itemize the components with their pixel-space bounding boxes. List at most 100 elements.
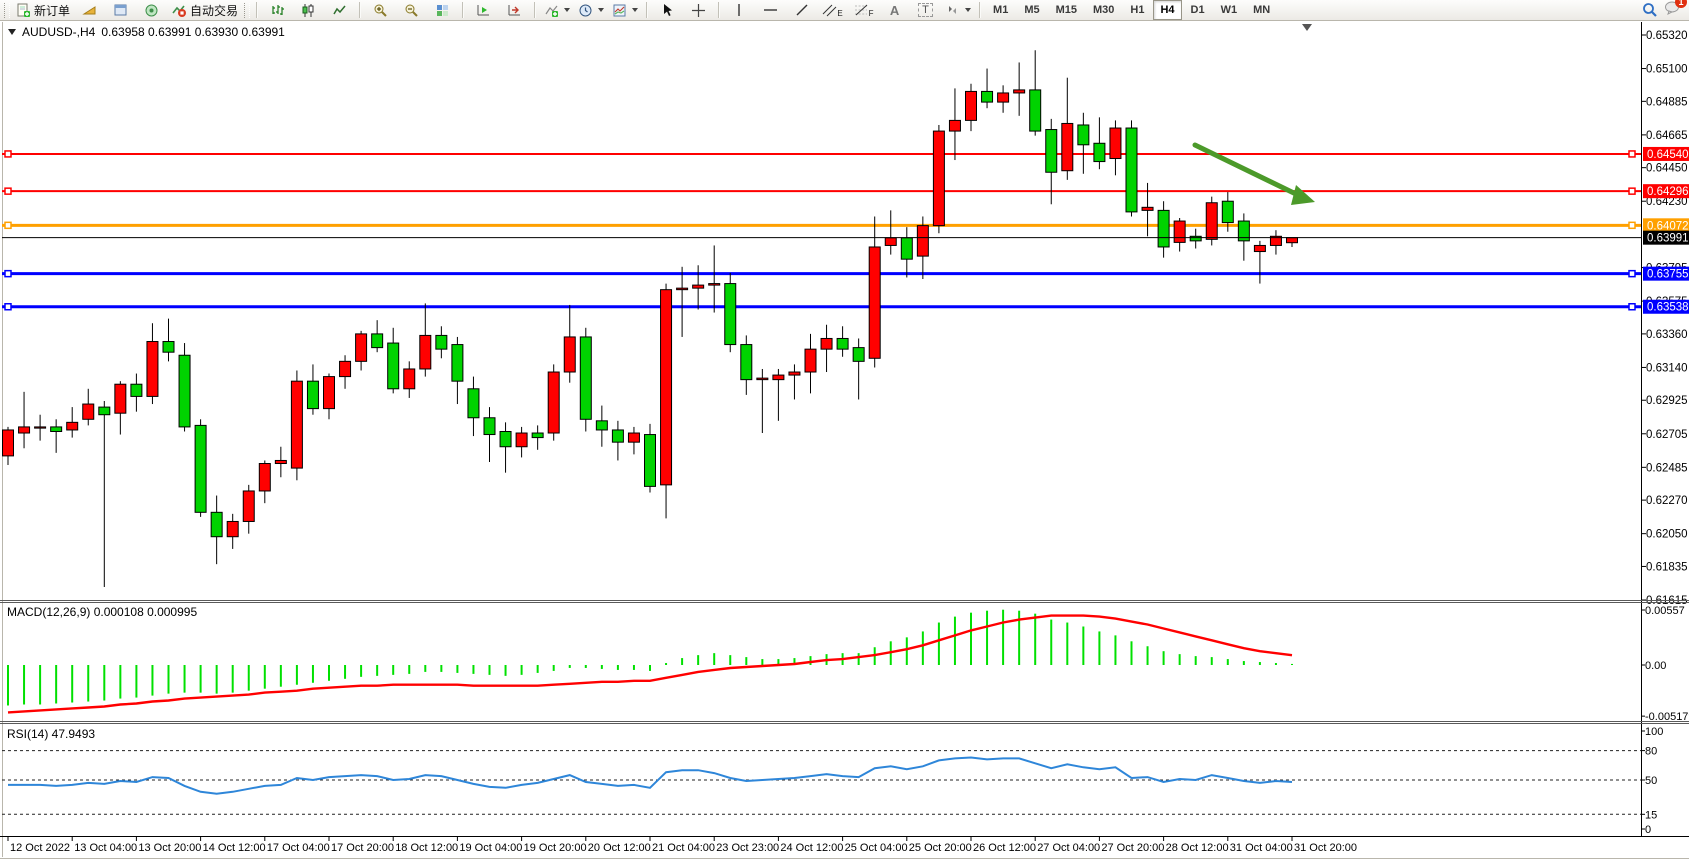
notifications-button[interactable]: 1: [1664, 0, 1687, 20]
svg-text:25 Oct 04:00: 25 Oct 04:00: [845, 842, 908, 854]
timeframe-button-MN[interactable]: MN: [1253, 4, 1271, 16]
toolbar-grip[interactable]: [4, 2, 10, 18]
svg-text:0.64885: 0.64885: [1646, 96, 1688, 108]
line-anchor-handle[interactable]: [1628, 269, 1636, 278]
zoom-out-button[interactable]: [396, 0, 427, 21]
line-anchor-handle[interactable]: [4, 302, 12, 311]
chart-shift-marker[interactable]: [1302, 24, 1312, 31]
ohlc-quote-label: 0.63958 0.63991 0.63930 0.63991: [101, 25, 285, 39]
candle-body: [868, 246, 881, 359]
candle-body: [531, 432, 544, 439]
candle-body: [226, 520, 239, 538]
timeframe-button-M5[interactable]: M5: [1024, 4, 1040, 16]
timeframe-button-D1[interactable]: D1: [1190, 4, 1205, 16]
timeframe-button-M30[interactable]: M30: [1093, 4, 1115, 16]
line-anchor-handle[interactable]: [4, 221, 12, 230]
auto-scroll-button[interactable]: [499, 0, 530, 21]
svg-text:0.63538: 0.63538: [1647, 302, 1689, 314]
candle-body: [981, 90, 994, 103]
candle-body: [419, 334, 432, 370]
date-axis[interactable]: 12 Oct 2022 13 Oct 04:00 13 Oct 20:00 14 Oc…: [7, 837, 1357, 854]
timeframe-button-M15[interactable]: M15: [1055, 4, 1077, 16]
candle-body: [98, 406, 111, 416]
candle-body: [1077, 124, 1090, 146]
autotrade-button[interactable]: 自动交易: [167, 0, 242, 21]
line-anchor-handle[interactable]: [1628, 221, 1636, 230]
svg-text:0.62050: 0.62050: [1646, 529, 1688, 541]
trend-arrow-annotation[interactable]: [1192, 142, 1315, 205]
cursor-tool-button[interactable]: [652, 0, 683, 21]
channel-icon: [823, 4, 837, 17]
svg-text:0.64665: 0.64665: [1646, 130, 1688, 142]
rsi-line: [8, 756, 1293, 795]
svg-text:0.63755: 0.63755: [1647, 269, 1689, 281]
candle-body: [1141, 206, 1154, 211]
toolbar-right-group: 1: [1642, 0, 1687, 20]
timeframe-button-H1[interactable]: H1: [1130, 4, 1145, 16]
svg-text:50: 50: [1645, 775, 1657, 787]
candle-body: [82, 403, 95, 420]
bar-chart-button[interactable]: [262, 0, 293, 21]
svg-text:0.63991: 0.63991: [1647, 233, 1689, 245]
candle-body: [1253, 244, 1266, 253]
chart-shift-button[interactable]: [468, 0, 499, 21]
templates-button[interactable]: [608, 0, 642, 21]
toolbar-grip[interactable]: [244, 2, 251, 18]
data-window-button[interactable]: [105, 0, 136, 21]
svg-text:18 Oct 12:00: 18 Oct 12:00: [395, 842, 458, 854]
candle-body: [563, 336, 576, 373]
candle-body: [178, 354, 191, 428]
tile-windows-button[interactable]: [427, 0, 458, 21]
zoom-in-button[interactable]: [365, 0, 396, 21]
svg-text:28 Oct 12:00: 28 Oct 12:00: [1166, 842, 1229, 854]
channel-tool[interactable]: E: [817, 0, 848, 21]
line-anchor-handle[interactable]: [1628, 302, 1636, 311]
navigator-icon: [145, 4, 158, 16]
text-tool[interactable]: A: [879, 0, 910, 21]
candle-body: [114, 383, 127, 414]
candle-body: [306, 380, 319, 410]
candle-body: [210, 511, 223, 538]
svg-text:31 Oct 20:00: 31 Oct 20:00: [1294, 842, 1357, 854]
svg-text:0.00557: 0.00557: [1645, 605, 1685, 617]
market-watch-button[interactable]: [74, 0, 105, 21]
candle-body: [355, 333, 368, 362]
horizontal-line-tool[interactable]: [755, 0, 786, 21]
line-anchor-handle[interactable]: [4, 150, 12, 158]
search-icon[interactable]: [1642, 2, 1658, 18]
periods-button[interactable]: [574, 0, 608, 21]
line-anchor-handle[interactable]: [4, 269, 12, 278]
new-order-button[interactable]: 新订单: [12, 0, 74, 21]
line-anchor-handle[interactable]: [1628, 150, 1636, 158]
text-label-tool[interactable]: T: [910, 0, 941, 21]
trendline-tool[interactable]: [786, 0, 817, 21]
axis-line-badges: 0.64540 0.64296 0.64072 0.63755 0.63538 0.639…: [1643, 146, 1689, 314]
candle-body: [403, 368, 416, 390]
timeframe-button-H4[interactable]: H4: [1153, 0, 1182, 20]
rsi-pane-label: RSI(14) 47.9493: [7, 727, 96, 741]
line-anchor-handle[interactable]: [4, 187, 12, 195]
new-order-icon: [17, 3, 30, 17]
candlestick-chart-button[interactable]: [293, 0, 324, 21]
indicators-button[interactable]: [540, 0, 574, 21]
tile-windows-icon: [437, 4, 449, 16]
arrows-tool[interactable]: [941, 0, 975, 21]
horizontal-level-lines[interactable]: [2, 150, 1641, 311]
chart-frame: [0, 21, 1689, 859]
navigator-button[interactable]: [136, 0, 167, 21]
timeframe-button-W1[interactable]: W1: [1220, 4, 1238, 16]
line-anchor-handle[interactable]: [1628, 187, 1636, 195]
vertical-line-tool[interactable]: [724, 0, 755, 21]
svg-text:24 Oct 12:00: 24 Oct 12:00: [780, 842, 843, 854]
crosshair-tool-button[interactable]: [683, 0, 714, 21]
timeframe-button-M1[interactable]: M1: [993, 4, 1009, 16]
candle-body: [1093, 142, 1106, 163]
pane-separators[interactable]: [0, 600, 1689, 837]
line-chart-button[interactable]: [324, 0, 355, 21]
candle-body: [644, 434, 656, 487]
fibonacci-tool[interactable]: F: [848, 0, 879, 21]
symbol-dropdown-icon[interactable]: [8, 29, 16, 35]
indicators-caret-icon: [564, 8, 571, 12]
price-axis[interactable]: 0.65320 0.65100 0.64885 0.64665 0.64450 0.642…: [1641, 22, 1688, 836]
candle-body: [323, 376, 335, 410]
